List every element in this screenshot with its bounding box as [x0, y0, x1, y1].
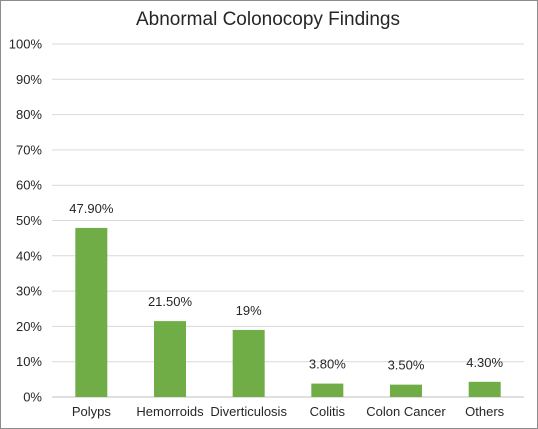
x-category-label: Hemorroids	[136, 404, 204, 419]
data-label: 47.90%	[69, 201, 114, 216]
bars	[75, 227, 501, 397]
bar	[75, 227, 108, 397]
gridlines	[52, 43, 524, 398]
data-label: 3.50%	[388, 358, 425, 373]
bar	[468, 381, 501, 397]
y-axis-ticks: 0% 10% 20% 30% 40% 50% 60% 70% 80% 90% 100%	[9, 37, 43, 405]
x-category-label: Colitis	[310, 404, 346, 419]
y-tick-label: 20%	[16, 319, 42, 334]
data-label: 19%	[236, 303, 262, 318]
bar	[154, 321, 186, 397]
chart-title: Abnormal Colonocopy Findings	[136, 9, 400, 30]
y-tick-label: 100%	[9, 37, 43, 52]
y-tick-label: 40%	[16, 248, 42, 263]
data-label: 3.80%	[309, 357, 346, 372]
data-label: 21.50%	[148, 294, 193, 309]
y-tick-label: 50%	[16, 213, 42, 228]
y-tick-label: 60%	[16, 178, 42, 193]
y-tick-label: 70%	[16, 142, 42, 157]
y-tick-label: 90%	[16, 72, 42, 87]
data-labels: 47.90% 21.50% 19% 3.80% 3.50% 4.30%	[69, 201, 503, 373]
bar	[232, 329, 265, 397]
data-label: 4.30%	[466, 355, 503, 370]
y-tick-label: 0%	[23, 390, 42, 405]
y-tick-label: 10%	[16, 354, 42, 369]
bar	[390, 384, 422, 397]
y-tick-label: 30%	[16, 284, 42, 299]
x-category-label: Polyps	[72, 404, 112, 419]
x-category-label: Colon Cancer	[366, 404, 446, 419]
x-category-label: Others	[465, 404, 505, 419]
x-axis-categories: Polyps Hemorroids Diverticulosis Colitis Col…	[72, 404, 505, 419]
x-category-label: Diverticulosis	[210, 404, 287, 419]
y-tick-label: 80%	[16, 107, 42, 122]
bar	[311, 383, 344, 397]
